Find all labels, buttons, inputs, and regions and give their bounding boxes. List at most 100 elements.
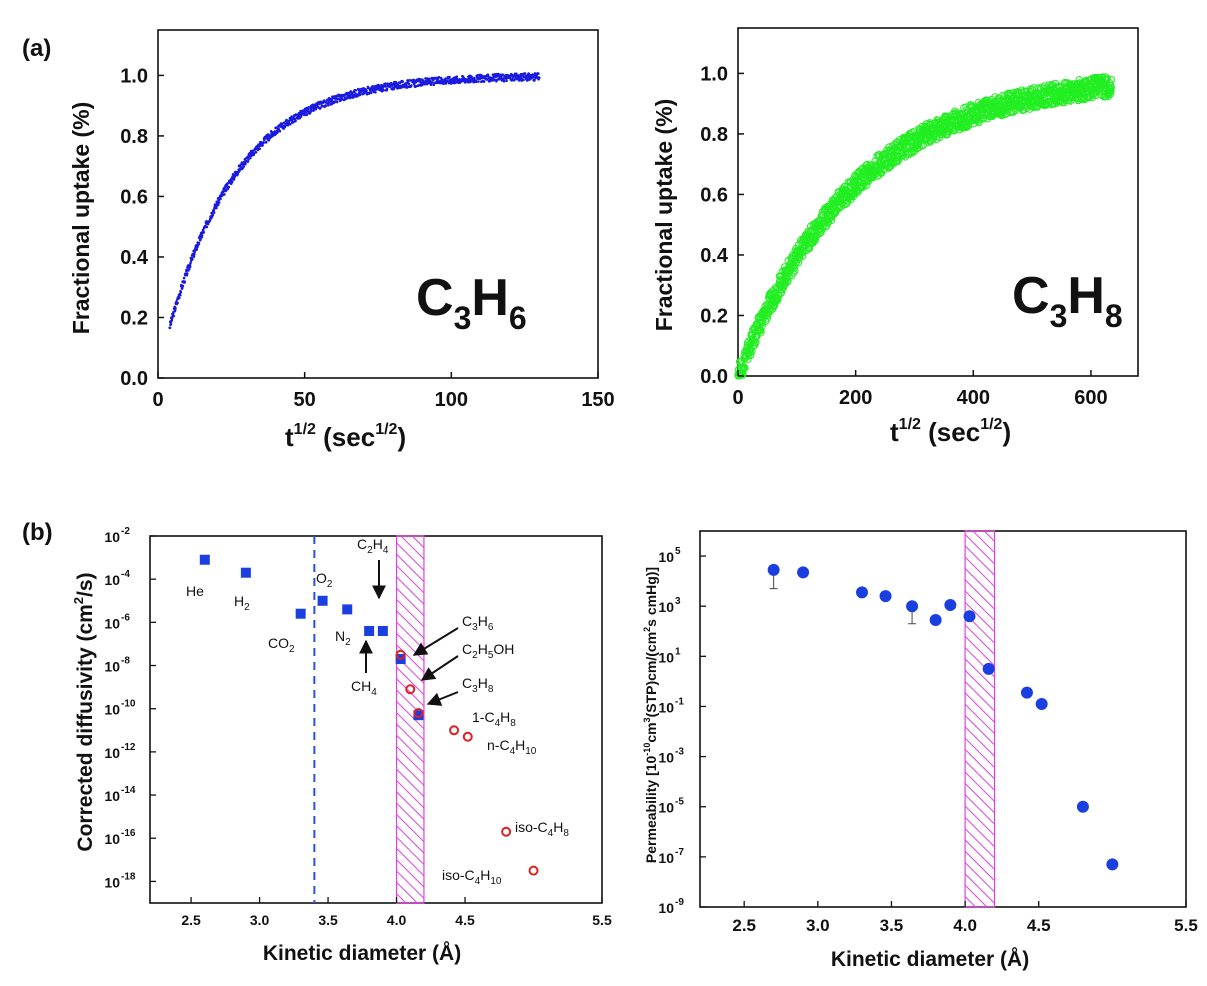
data-point xyxy=(444,77,448,80)
data-point xyxy=(763,315,771,323)
label-c2h5oh: C2H5OH xyxy=(462,641,514,661)
data-point xyxy=(811,235,820,244)
data-point xyxy=(258,147,262,151)
data-point xyxy=(212,211,216,214)
data-point xyxy=(289,122,292,126)
y-tick-label: 10 xyxy=(658,599,674,615)
data-point-square xyxy=(240,567,251,578)
y-tick-label: 0.2 xyxy=(700,305,728,327)
y-tick-label: 0.2 xyxy=(120,307,148,329)
y-tick-label: 10 xyxy=(104,659,120,675)
x-axis-label: t1/2 (sec1/2) xyxy=(285,421,406,452)
panel-label-a: (a) xyxy=(22,35,51,62)
data-point xyxy=(371,85,375,88)
data-point xyxy=(515,72,518,76)
series-label-c3h8: C3H8 xyxy=(1012,267,1123,334)
label-1-c4h8: 1-C4H8 xyxy=(472,709,516,729)
data-point xyxy=(369,88,372,92)
data-point xyxy=(354,89,358,92)
data-point xyxy=(791,266,799,275)
y-tick-exponent: -2 xyxy=(121,526,130,537)
data-point xyxy=(522,78,525,82)
data-point xyxy=(210,211,213,215)
data-point xyxy=(537,72,540,75)
y-tick-label: 10 xyxy=(658,649,674,665)
data-point xyxy=(470,75,473,78)
y-tick-label: 10 xyxy=(104,615,120,631)
data-point-circle xyxy=(405,684,416,695)
data-point-circle xyxy=(462,731,473,742)
y-tick-label: 10 xyxy=(658,800,674,816)
label-iso-c4h8: iso-C4H8 xyxy=(515,819,569,839)
data-point xyxy=(219,197,222,201)
y-tick-exponent: 5 xyxy=(675,546,681,557)
data-point xyxy=(265,141,268,144)
y-tick-exponent: -10 xyxy=(121,699,136,710)
data-point xyxy=(206,222,210,226)
label-c2h4: C2H4 xyxy=(357,536,389,556)
data-point xyxy=(365,89,368,93)
arrow-c2h5oh xyxy=(420,655,459,681)
y-tick-label: 0.8 xyxy=(120,126,148,148)
data-point xyxy=(174,306,177,310)
data-point xyxy=(358,93,362,97)
x-tick-label: 3.5 xyxy=(880,916,904,935)
data-point xyxy=(390,81,393,85)
x-tick-label: 4.0 xyxy=(953,916,977,935)
data-point xyxy=(179,291,183,294)
data-point xyxy=(227,185,231,189)
y-tick-exponent: -9 xyxy=(675,897,684,908)
data-point xyxy=(230,180,234,184)
data-point xyxy=(963,123,971,131)
y-axis-label: Permeability [10-10cm3(STP)cm/(cm2s cmHg… xyxy=(642,567,659,863)
data-point xyxy=(217,201,221,204)
data-point xyxy=(741,364,749,372)
x-tick-label: 600 xyxy=(1074,387,1107,409)
data-point xyxy=(879,166,888,174)
data-point xyxy=(301,112,304,115)
data-point xyxy=(770,301,779,309)
y-tick-exponent: -5 xyxy=(675,797,684,808)
axis-ticks: 2.5 3.0 3.5 4.0 4.5 5.510-210-410-610-810 -101… xyxy=(104,526,612,928)
y-tick-label: 10 xyxy=(658,750,674,766)
data-point xyxy=(308,106,311,109)
chart-uptake-c3h8: 0.0 0.2 0.4 0.6 0.8 1.0 0 200 400 600 C3H8 t1/2 (… xyxy=(651,27,1139,447)
data-point xyxy=(246,160,250,163)
data-point-square xyxy=(364,625,375,636)
data-point xyxy=(244,162,247,166)
data-point xyxy=(955,109,963,117)
data-point xyxy=(351,92,354,96)
data-point xyxy=(249,156,252,160)
data-point xyxy=(370,91,373,94)
data-point xyxy=(326,98,329,102)
data-point xyxy=(170,317,174,320)
y-tick-label: 10 xyxy=(104,788,120,804)
data-point xyxy=(234,170,238,174)
hatch-band xyxy=(964,530,996,908)
data-point xyxy=(205,225,209,229)
data-point xyxy=(193,251,196,254)
data-point xyxy=(531,73,534,76)
label-co2: CO2 xyxy=(268,635,295,655)
y-axis-label: Fractional uptake (%) xyxy=(651,99,677,332)
data-point xyxy=(1107,84,1116,92)
data-point-square xyxy=(199,554,210,565)
x-axis-label: t1/2 (sec1/2) xyxy=(890,416,1011,447)
plot-frame xyxy=(149,535,603,904)
data-point xyxy=(856,586,868,599)
data-point xyxy=(199,238,202,241)
data-point xyxy=(1030,84,1038,92)
data-point xyxy=(382,89,386,92)
data-point xyxy=(1020,686,1033,699)
data-point xyxy=(239,163,243,166)
data-point xyxy=(193,253,196,256)
data-point xyxy=(533,79,536,82)
label-n2: N2 xyxy=(335,628,351,648)
data-point xyxy=(239,165,242,168)
arrow-c3h8 xyxy=(426,691,459,706)
data-point xyxy=(292,120,295,124)
label-c3h6: C3H6 xyxy=(462,613,494,633)
y-tick-label: 0.6 xyxy=(700,184,728,206)
y-tick-label: 0.4 xyxy=(120,247,149,269)
data-point xyxy=(1103,75,1112,83)
